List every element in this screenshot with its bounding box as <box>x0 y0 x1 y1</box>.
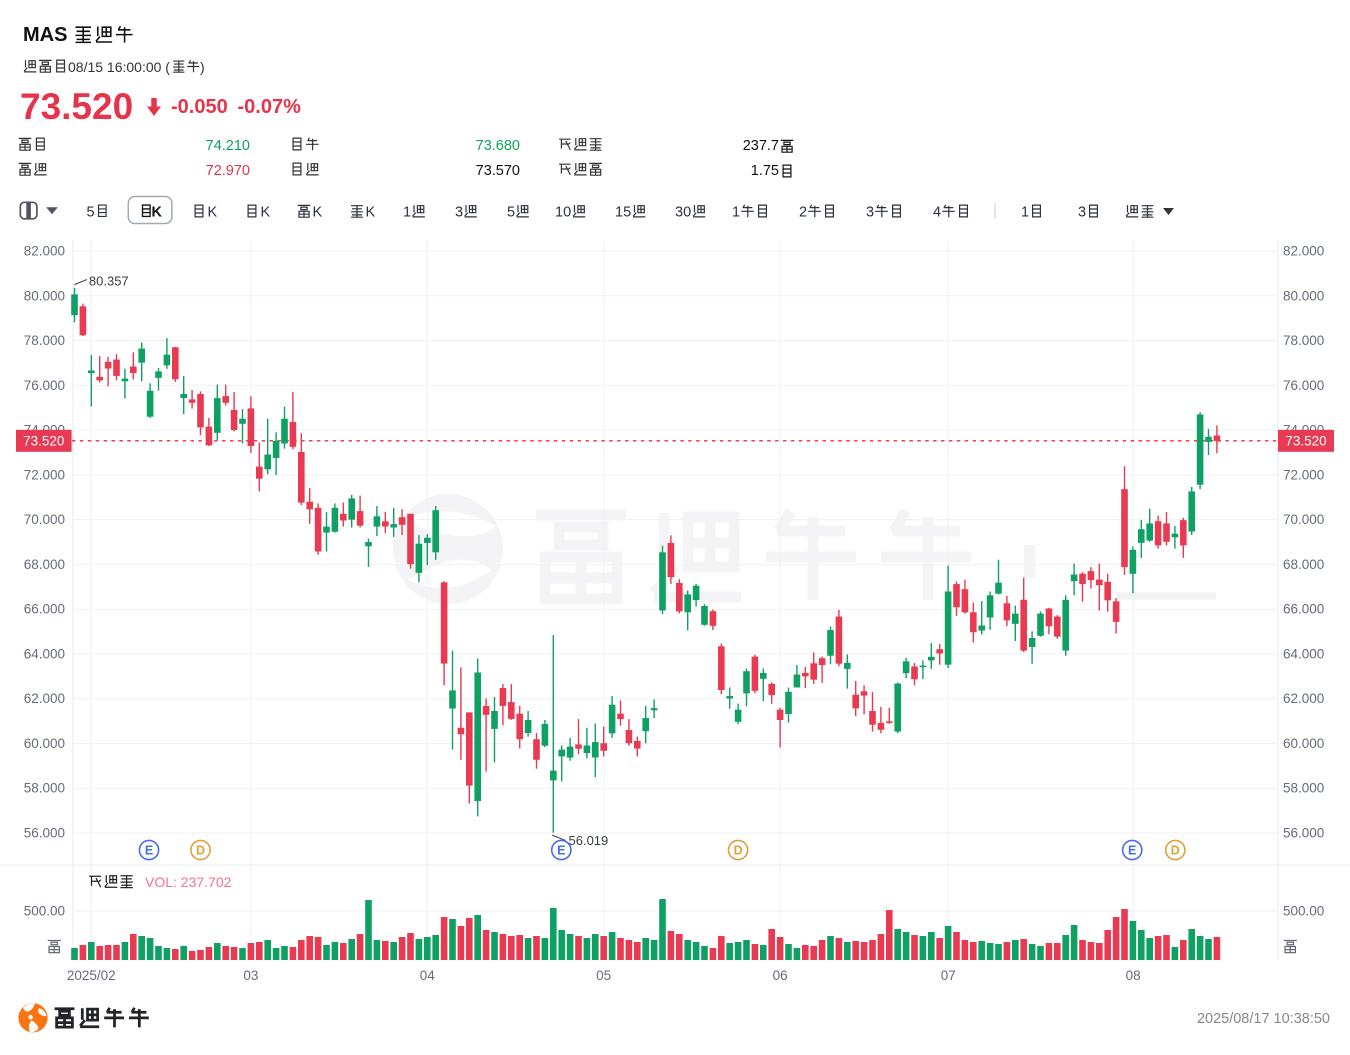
svg-text:3: 3 <box>455 205 463 221</box>
svg-text:1: 1 <box>1021 205 1029 221</box>
svg-text:62.000: 62.000 <box>24 691 65 706</box>
svg-text:58.000: 58.000 <box>1283 781 1324 796</box>
svg-text:72.000: 72.000 <box>1283 467 1324 482</box>
svg-text:2025/08/17 10:38:50: 2025/08/17 10:38:50 <box>1197 1011 1330 1027</box>
svg-text:2: 2 <box>799 205 807 221</box>
svg-text:5: 5 <box>507 205 515 221</box>
svg-text:64.000: 64.000 <box>24 646 65 661</box>
svg-text:K: K <box>261 205 271 221</box>
svg-text:72.970: 72.970 <box>206 163 250 179</box>
svg-text:-0.07%: -0.07% <box>238 96 302 118</box>
svg-text:K: K <box>208 205 218 221</box>
svg-text:74.210: 74.210 <box>206 138 250 154</box>
svg-text:D: D <box>734 844 743 858</box>
svg-text:73.520: 73.520 <box>20 86 133 127</box>
svg-text:10: 10 <box>555 205 571 221</box>
svg-text:3: 3 <box>866 205 874 221</box>
svg-text:-0.050: -0.050 <box>171 96 228 118</box>
svg-text:K: K <box>152 205 163 221</box>
svg-text:76.000: 76.000 <box>1283 378 1324 393</box>
svg-text:30: 30 <box>675 205 691 221</box>
svg-text:15: 15 <box>615 205 631 221</box>
svg-text:82.000: 82.000 <box>1283 244 1324 259</box>
svg-text:D: D <box>1171 844 1180 858</box>
svg-text:VOL: 237.702: VOL: 237.702 <box>145 874 232 890</box>
svg-text:5: 5 <box>87 205 95 221</box>
svg-text:08: 08 <box>1126 968 1141 983</box>
svg-text:500.00: 500.00 <box>1283 904 1324 919</box>
svg-text:4: 4 <box>933 205 941 221</box>
svg-text:07: 07 <box>941 968 956 983</box>
svg-text:66.000: 66.000 <box>1283 602 1324 617</box>
svg-text:D: D <box>196 844 205 858</box>
svg-text:60.000: 60.000 <box>1283 736 1324 751</box>
svg-text:E: E <box>557 844 565 858</box>
svg-text:73.520: 73.520 <box>23 434 64 449</box>
svg-text:): ) <box>200 59 205 75</box>
svg-text:500.00: 500.00 <box>24 904 65 919</box>
svg-text:73.680: 73.680 <box>476 138 520 154</box>
svg-text:56.000: 56.000 <box>1283 826 1324 841</box>
svg-text:58.000: 58.000 <box>24 781 65 796</box>
svg-text:60.000: 60.000 <box>24 736 65 751</box>
svg-text:K: K <box>313 205 323 221</box>
svg-text:56.000: 56.000 <box>24 826 65 841</box>
svg-text:K: K <box>366 205 376 221</box>
svg-text:64.000: 64.000 <box>1283 646 1324 661</box>
svg-text:E: E <box>145 844 153 858</box>
svg-text:70.000: 70.000 <box>24 512 65 527</box>
svg-text:2025/02: 2025/02 <box>67 968 116 983</box>
svg-text:04: 04 <box>420 968 436 983</box>
svg-text:1: 1 <box>732 205 740 221</box>
svg-text:62.000: 62.000 <box>1283 691 1324 706</box>
svg-text:72.000: 72.000 <box>24 467 65 482</box>
svg-text:05: 05 <box>596 968 611 983</box>
svg-text:80.357: 80.357 <box>89 274 129 289</box>
svg-text:82.000: 82.000 <box>24 244 65 259</box>
svg-text:80.000: 80.000 <box>1283 288 1324 303</box>
svg-text:E: E <box>1128 844 1136 858</box>
svg-text:08/15 16:00:00 (: 08/15 16:00:00 ( <box>68 59 170 75</box>
svg-text:03: 03 <box>243 968 258 983</box>
svg-text:237.7: 237.7 <box>743 138 779 154</box>
svg-text:68.000: 68.000 <box>24 557 65 572</box>
svg-text:80.000: 80.000 <box>24 288 65 303</box>
svg-text:3: 3 <box>1078 205 1086 221</box>
svg-text:73.520: 73.520 <box>1285 434 1326 449</box>
svg-text:73.570: 73.570 <box>476 163 520 179</box>
svg-text:70.000: 70.000 <box>1283 512 1324 527</box>
svg-text:76.000: 76.000 <box>24 378 65 393</box>
svg-text:1.75: 1.75 <box>751 163 779 179</box>
svg-text:78.000: 78.000 <box>24 333 65 348</box>
svg-text:78.000: 78.000 <box>1283 333 1324 348</box>
svg-text:1: 1 <box>403 205 411 221</box>
svg-text:68.000: 68.000 <box>1283 557 1324 572</box>
svg-text:06: 06 <box>773 968 788 983</box>
svg-text:66.000: 66.000 <box>24 602 65 617</box>
svg-text:MAS: MAS <box>23 24 67 46</box>
svg-text:56.019: 56.019 <box>569 833 609 848</box>
